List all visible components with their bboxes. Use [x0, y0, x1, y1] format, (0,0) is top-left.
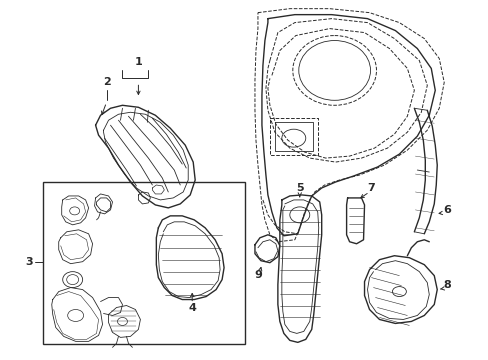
- Bar: [42, 182, 244, 345]
- Text: 7: 7: [367, 183, 375, 193]
- Text: 6: 6: [442, 205, 450, 215]
- Text: 8: 8: [443, 280, 450, 289]
- Text: 5: 5: [295, 183, 303, 193]
- Text: 3: 3: [25, 257, 33, 267]
- Text: 1: 1: [134, 58, 142, 67]
- Text: 4: 4: [188, 302, 196, 312]
- Text: 9: 9: [253, 270, 262, 280]
- Text: 2: 2: [102, 77, 110, 87]
